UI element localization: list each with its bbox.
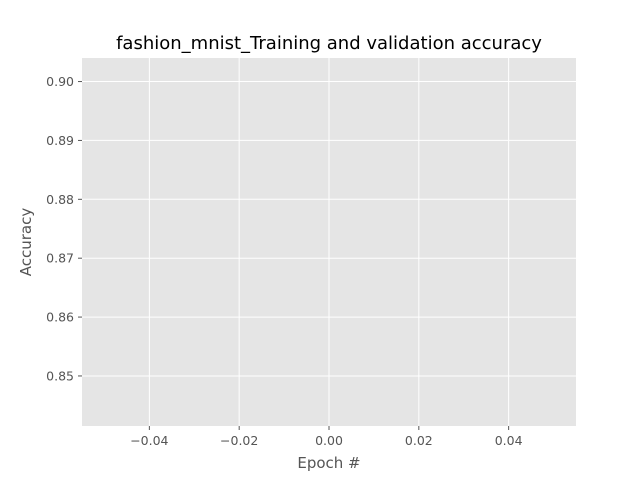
- tick-labels: −0.04 −0.02 0.00 0.02 0.04 0.85 0.86 0.87 0.88 0.…: [46, 74, 522, 448]
- x-tick-label: −0.04: [130, 433, 168, 448]
- y-axis-label: Accuracy: [17, 208, 35, 277]
- x-tick-label: −0.02: [220, 433, 258, 448]
- y-tick-label: 0.89: [46, 133, 74, 148]
- y-tick-label: 0.90: [46, 74, 74, 89]
- x-tick-label: 0.04: [495, 433, 523, 448]
- y-tick-label: 0.88: [46, 192, 74, 207]
- chart-title: fashion_mnist_Training and validation ac…: [116, 33, 542, 54]
- x-tick-label: 0.02: [405, 433, 433, 448]
- grid-lines: [82, 58, 576, 426]
- y-tick-label: 0.86: [46, 310, 74, 325]
- tick-marks: [78, 81, 510, 430]
- y-tick-label: 0.85: [46, 368, 74, 383]
- y-tick-label: 0.87: [46, 251, 74, 266]
- x-axis-label: Epoch #: [297, 454, 360, 472]
- x-tick-label: 0.00: [315, 433, 343, 448]
